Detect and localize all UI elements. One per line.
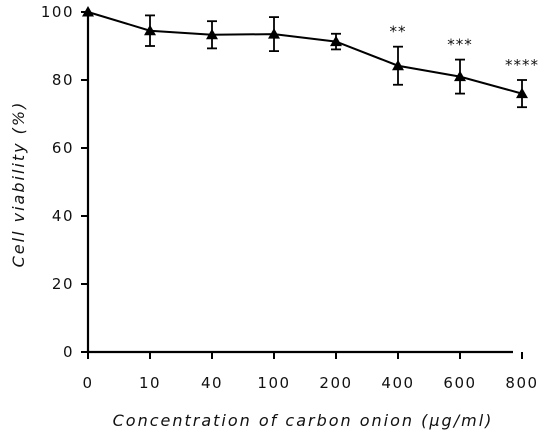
y-tick-label: 0 xyxy=(63,343,74,361)
y-tick-label: 80 xyxy=(52,71,74,89)
x-tick-label: 800 xyxy=(505,374,538,392)
x-tick-label: 10 xyxy=(139,374,161,392)
y-tick-label: 20 xyxy=(52,275,74,293)
x-tick-label: 0 xyxy=(82,374,93,392)
x-tick-label: 400 xyxy=(381,374,414,392)
series-line xyxy=(87,11,523,95)
data-point-marker xyxy=(268,28,280,39)
data-point-marker xyxy=(144,24,156,36)
x-tick-label: 40 xyxy=(201,374,223,392)
x-tick-label: 600 xyxy=(443,374,476,392)
significance-label: **** xyxy=(505,56,539,74)
significance-label: ** xyxy=(390,23,407,41)
data-point-marker xyxy=(82,6,94,17)
axes xyxy=(86,10,513,354)
data-point-marker xyxy=(454,70,466,82)
y-tick-label: 60 xyxy=(52,139,74,157)
significance-label: *** xyxy=(447,36,473,54)
x-axis-title: Concentration of carbon onion (μg/ml) xyxy=(113,411,494,430)
y-tick-label: 40 xyxy=(52,207,74,225)
data-point-marker xyxy=(330,35,342,47)
data-point-marker xyxy=(392,59,404,71)
x-tick-label: 200 xyxy=(319,374,352,392)
y-tick-label: 100 xyxy=(41,3,74,21)
significance-annotations: ********* xyxy=(390,23,539,74)
series-layer xyxy=(82,6,528,109)
y-axis-title: Cell viability (%) xyxy=(9,101,28,268)
x-axis-ticks: 0 10 40 100 200 400 600 800 xyxy=(82,352,538,392)
x-tick-label: 100 xyxy=(257,374,290,392)
data-point-marker xyxy=(516,87,528,99)
data-point-marker xyxy=(206,28,218,40)
y-axis-ticks: 0 20 40 60 80 100 xyxy=(41,3,88,361)
